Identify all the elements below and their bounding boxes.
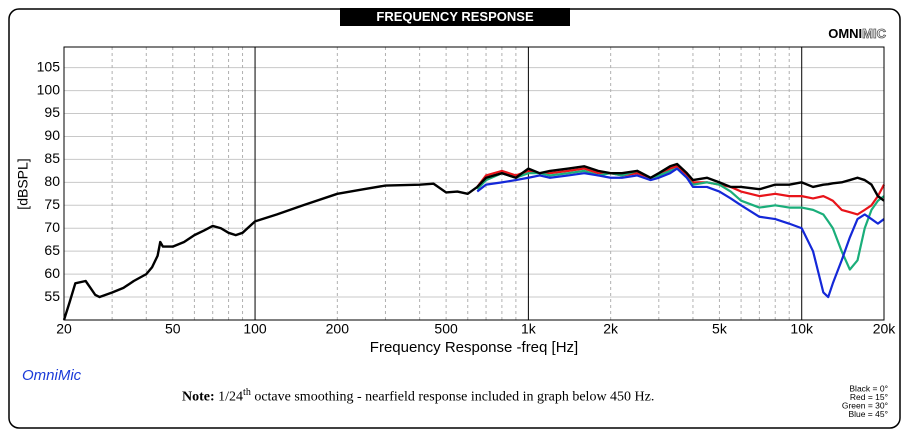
y-tick-label: 105 — [37, 58, 61, 74]
y-tick-label: 60 — [44, 265, 60, 281]
legend-entry: Black = 0° — [849, 383, 888, 393]
y-tick-label: 80 — [44, 173, 60, 189]
series-line — [62, 162, 885, 321]
note: Note: 1/24th octave smoothing - nearfiel… — [182, 387, 654, 406]
legend-entry: Blue = 45° — [848, 409, 888, 419]
y-tick-label: 95 — [44, 104, 60, 120]
lines — [62, 162, 885, 321]
x-tick-label: 100 — [243, 321, 267, 337]
x-tick-label: 1k — [521, 321, 537, 337]
y-tick-label: 65 — [44, 242, 60, 258]
y-tick-label: 70 — [44, 219, 60, 235]
note-fraction: 1/24 — [218, 389, 244, 405]
title-bar — [340, 8, 570, 26]
app-name: OmniMic — [22, 367, 82, 384]
x-tick-label: 10k — [790, 321, 814, 337]
x-tick-label: 5k — [712, 321, 728, 337]
y-tick-label: 90 — [44, 127, 60, 143]
note-text: octave smoothing - nearfield response in… — [250, 389, 655, 405]
series-line — [476, 167, 885, 299]
y-tick-label: 55 — [44, 288, 60, 304]
x-axis-label: Frequency Response -freq [Hz] — [370, 339, 578, 356]
note-sup: th — [243, 387, 251, 398]
brand-light: MIC — [862, 26, 886, 41]
brand: OMNIMIC — [828, 26, 886, 41]
legend-entry: Red = 15° — [850, 392, 888, 402]
x-tick-label: 500 — [434, 321, 458, 337]
series-line — [476, 165, 885, 216]
x-tick-label: 20k — [873, 321, 897, 337]
y-tick-label: 100 — [37, 81, 61, 97]
brand-bold: OMNI — [828, 26, 862, 41]
x-tick-label: 200 — [326, 321, 350, 337]
x-tick-label: 20 — [56, 321, 72, 337]
x-tick-label: 50 — [165, 321, 181, 337]
x-tick-label: 2k — [603, 321, 619, 337]
series-line — [476, 167, 885, 271]
plot-border — [63, 46, 885, 321]
y-tick-label: 75 — [44, 196, 60, 212]
y-axis-label: [dBSPL] — [15, 158, 31, 209]
legend-entry: Green = 30° — [842, 400, 888, 410]
grid: 55 60 65 70 75 80 85 90 95 100 105 20 50 100 200 500 1k 2… — [37, 47, 897, 337]
note-label: Note: — [182, 389, 215, 405]
y-tick-label: 85 — [44, 150, 60, 166]
chart-title: FREQUENCY RESPONSE — [376, 9, 534, 24]
legend: Black = 0°Red = 15°Green = 30°Blue = 45° — [842, 383, 888, 419]
